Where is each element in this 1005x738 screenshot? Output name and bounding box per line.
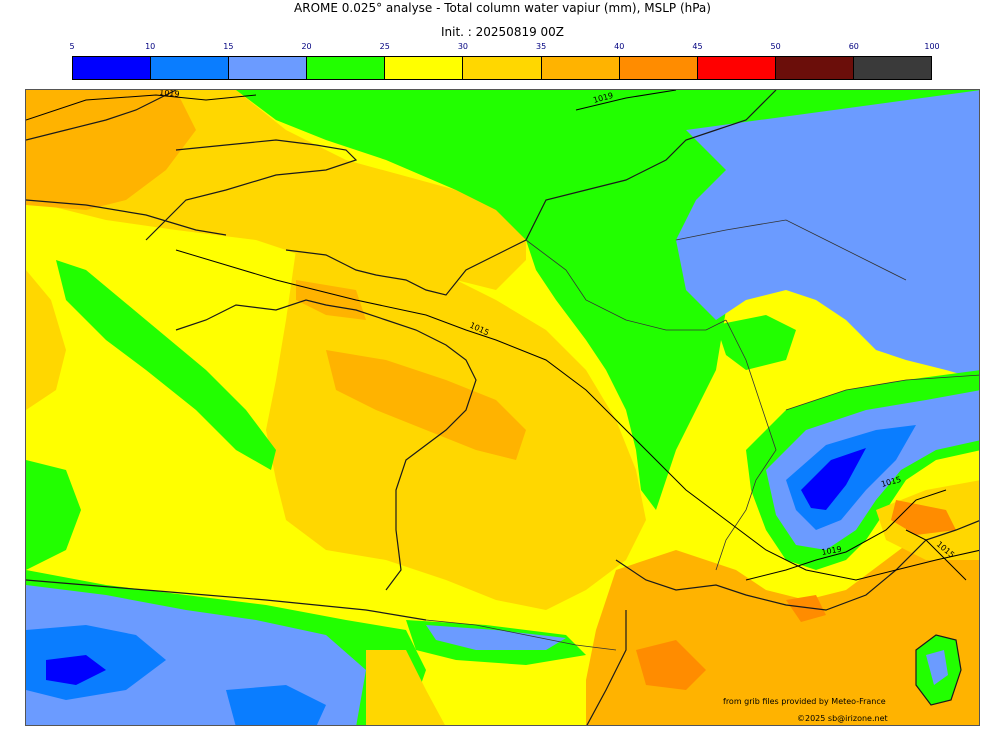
colorbar-tick-label: 10 xyxy=(145,42,156,51)
iberia-blue-2 xyxy=(226,685,326,725)
med-orange-patch-2 xyxy=(786,595,826,622)
colorbar-tick-label: 35 xyxy=(535,42,547,51)
colorbar-ticks: 5 10 15 20 25 30 35 40 45 50 60 100 xyxy=(69,42,939,54)
isobars xyxy=(26,90,979,581)
colorbar-tick-label: 100 xyxy=(924,42,940,51)
colorbar-segment xyxy=(775,57,854,79)
copyright-credit: ©2025 sb@irizone.net xyxy=(797,714,888,723)
colorbar-segment xyxy=(229,57,308,79)
colorbar xyxy=(72,56,932,80)
isobar-label: 1019 xyxy=(159,90,180,99)
colorbar-tick-label: 45 xyxy=(692,42,703,51)
colorbar-segment xyxy=(463,57,542,79)
colorbar-tick-label: 15 xyxy=(223,42,234,51)
colorbar-tick-label: 5 xyxy=(69,42,75,51)
colorbar-segment xyxy=(385,57,464,79)
tcwv-patch-green xyxy=(716,315,796,370)
tcwv-zone-35-40-central xyxy=(326,350,526,460)
borders xyxy=(425,219,979,651)
med-orange-patch xyxy=(636,640,706,690)
tcwv-zone-15-20-ne xyxy=(676,90,979,380)
colorbar-segment xyxy=(619,57,698,79)
colorbar-tick-label: 30 xyxy=(457,42,468,51)
pyrenees-blue xyxy=(426,625,566,650)
iberia-darkblue xyxy=(46,655,106,685)
colorbar-tick-label: 40 xyxy=(614,42,625,51)
map-title: AROME 0.025° analyse - Total column wate… xyxy=(294,1,711,15)
colorbar-tick-label: 50 xyxy=(770,42,781,51)
data-source-credit: from grib files provided by Meteo-France xyxy=(723,697,886,706)
isobar-label: 1019 xyxy=(821,545,843,557)
colorbar-segment xyxy=(697,57,776,79)
init-time: Init. : 20250819 00Z xyxy=(440,25,565,39)
tcwv-zone-35-40 xyxy=(26,90,196,210)
corsica-blue xyxy=(926,650,948,685)
colorbar-segment xyxy=(151,57,230,79)
iberia-gold xyxy=(366,650,445,725)
colorbar-segment xyxy=(541,57,620,79)
atlantic-gold-edge xyxy=(26,270,66,410)
colorbar-tick-label: 25 xyxy=(379,42,390,51)
map-canvas: 1019 1019 1015 1015 1015 1019 xyxy=(26,90,979,725)
colorbar-segment xyxy=(853,57,932,79)
atlantic-green-band xyxy=(56,260,276,470)
colorbar-tick-label: 20 xyxy=(301,42,312,51)
weather-map[interactable]: 1019 1019 1015 1015 1015 1019 xyxy=(25,89,980,726)
tcwv-patch-orange xyxy=(296,280,366,320)
colorbar-segment xyxy=(307,57,386,79)
isobar-labels: 1019 1019 1015 1015 1015 1019 xyxy=(159,90,956,560)
colorbar-segment xyxy=(73,57,152,79)
alps-darkblue xyxy=(801,448,866,510)
colorbar-tick-label: 60 xyxy=(848,42,859,51)
atlantic-green-south xyxy=(26,460,81,570)
